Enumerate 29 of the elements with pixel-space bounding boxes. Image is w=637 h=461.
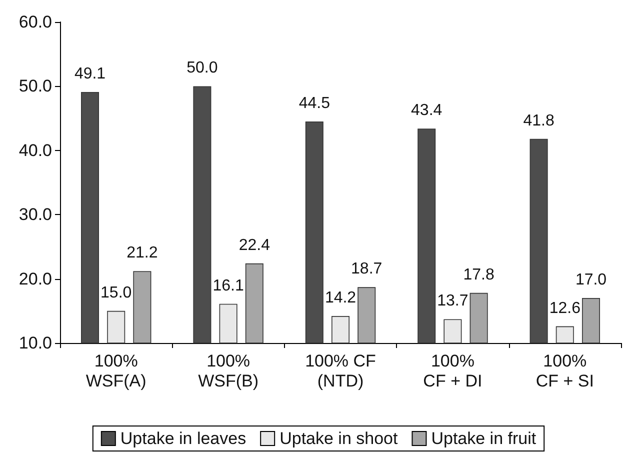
- data-label: 13.7: [437, 292, 468, 310]
- y-tick-label: 20.0: [18, 269, 52, 288]
- x-tick-label: 100% WSF(B): [198, 352, 259, 390]
- data-label: 50.0: [186, 60, 218, 77]
- y-tick-label: 10.0: [18, 334, 52, 352]
- x-tick-label: 100% CF + SI: [536, 352, 594, 390]
- data-label: 22.4: [238, 236, 270, 254]
- legend-label: Uptake in fruit: [431, 429, 536, 448]
- y-tick-label: 30.0: [18, 205, 52, 224]
- data-label: 14.2: [324, 290, 356, 307]
- y-tick-label: 50.0: [18, 76, 52, 96]
- data-label: 12.6: [549, 300, 581, 317]
- data-label: 16.1: [212, 277, 244, 294]
- data-label: 17.0: [575, 272, 607, 289]
- data-label: 41.8: [523, 112, 554, 130]
- data-label: 18.7: [351, 260, 382, 278]
- data-label: 21.2: [126, 244, 158, 262]
- x-tick-label: 100% CF (NTD): [305, 352, 376, 390]
- legend-label: Uptake in leaves: [120, 429, 246, 448]
- y-tick-label: 60.0: [18, 12, 52, 32]
- legend-label: Uptake in shoot: [280, 429, 398, 448]
- data-label: 44.5: [298, 95, 330, 112]
- data-label: 49.1: [74, 65, 106, 82]
- data-label: 17.8: [463, 266, 494, 284]
- data-label: 15.0: [100, 284, 132, 302]
- x-tick-label: 100% WSF(A): [86, 352, 146, 390]
- x-tick-label: 100% CF + DI: [423, 352, 482, 390]
- data-label: 43.4: [411, 102, 442, 120]
- y-tick-label: 40.0: [18, 140, 52, 160]
